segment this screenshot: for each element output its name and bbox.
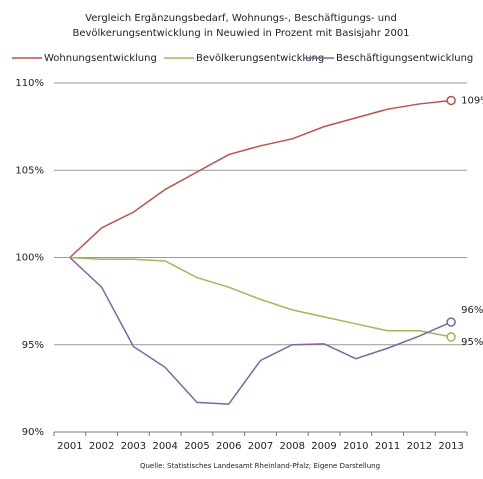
- legend-label: Bevölkerungsentwicklung: [196, 53, 324, 64]
- source: Quelle: Statistisches Landesamt Rheinlan…: [140, 462, 380, 470]
- data-label: 95%: [461, 337, 483, 348]
- x-tick-label: 2004: [152, 441, 177, 452]
- x-tick-label: 2006: [216, 441, 241, 452]
- x-tick-label: 2012: [407, 441, 432, 452]
- x-tick-label: 2009: [311, 441, 336, 452]
- y-tick-label: 100%: [15, 253, 44, 264]
- y-tick-label: 110%: [15, 78, 44, 89]
- chart-title: Vergleich Ergänzungsbedarf, Wohnungs-, B…: [85, 13, 397, 24]
- y-tick-label: 105%: [15, 165, 44, 176]
- x-tick-label: 2005: [184, 441, 209, 452]
- y-tick-label: 90%: [22, 427, 44, 438]
- x-tick-label: 2011: [375, 441, 400, 452]
- end-marker: [446, 332, 456, 342]
- x-tick-label: 2003: [121, 441, 146, 452]
- data-label: 96%: [461, 305, 483, 316]
- series-line: [69, 256, 452, 338]
- end-marker: [446, 95, 456, 106]
- legend-label: Beschäftigungsentwicklung: [336, 53, 473, 64]
- y-tick-label: 95%: [22, 340, 44, 351]
- series-line: [69, 99, 452, 259]
- chart-title: Bevölkerungsentwicklung in Neuwied in Pr…: [72, 28, 409, 39]
- x-tick-label: 2013: [438, 441, 463, 452]
- series-line: [69, 256, 452, 405]
- x-tick-label: 2002: [89, 441, 114, 452]
- x-tick-label: 2007: [248, 441, 273, 452]
- legend-label: Wohnungsentwicklung: [44, 53, 157, 64]
- x-tick-label: 2001: [57, 441, 82, 452]
- data-label: 109%: [461, 95, 483, 106]
- x-tick-label: 2008: [280, 441, 305, 452]
- x-tick-label: 2010: [343, 441, 368, 452]
- end-marker: [446, 317, 456, 327]
